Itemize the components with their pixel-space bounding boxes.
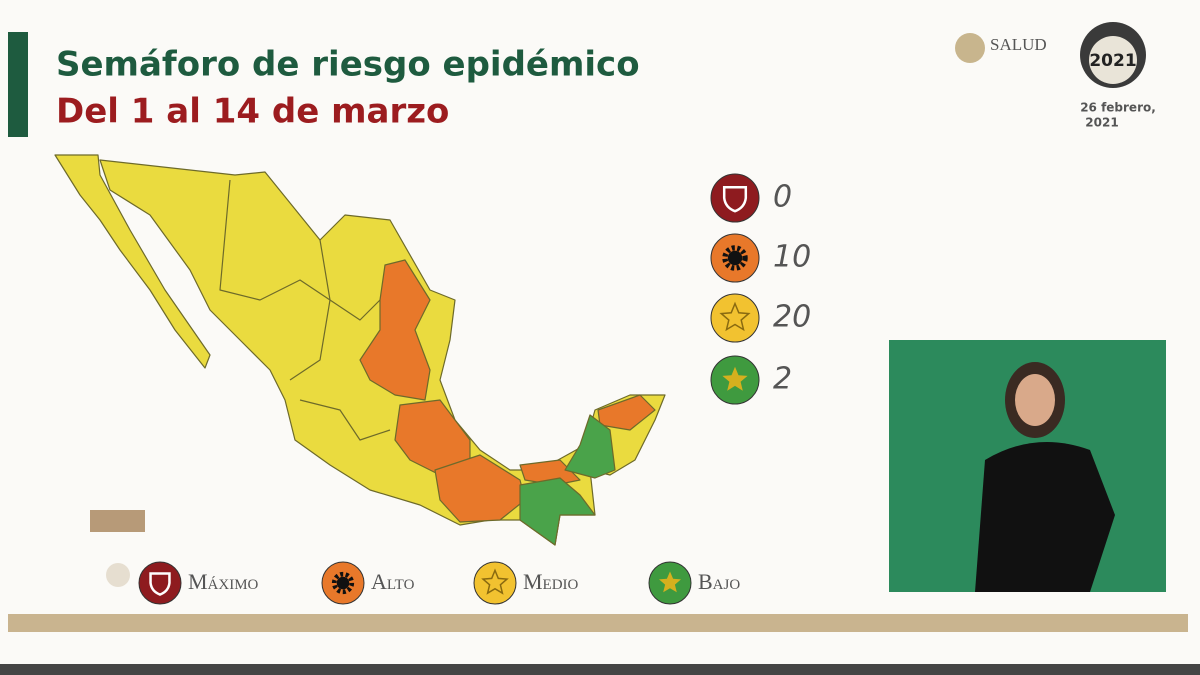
year-badge-text: 2021 bbox=[1089, 51, 1136, 71]
year-badge-inner bbox=[1089, 36, 1137, 84]
legend-label: Alto bbox=[371, 569, 415, 594]
footer-emblem bbox=[90, 510, 145, 532]
map bbox=[54, 154, 666, 546]
legend-label: Bajo bbox=[698, 569, 740, 594]
level-icon bbox=[710, 173, 760, 223]
date-line: 2021 bbox=[1085, 116, 1118, 130]
star-symbol bbox=[481, 568, 509, 595]
state-border bbox=[299, 399, 391, 441]
subtitle: Del 1 al 14 de marzo bbox=[56, 92, 449, 132]
sun-symbol bbox=[659, 571, 681, 593]
footer-seal bbox=[106, 563, 130, 587]
region-bajo bbox=[519, 477, 596, 546]
region-alto bbox=[434, 454, 526, 523]
legend-label: Máximo bbox=[188, 569, 259, 594]
shield-symbol bbox=[722, 185, 748, 213]
bottom-bar bbox=[0, 664, 1200, 675]
state-border bbox=[219, 179, 331, 381]
level-icon bbox=[138, 561, 182, 605]
shield-symbol bbox=[149, 572, 171, 596]
title-bar bbox=[8, 32, 28, 137]
gear-symbol bbox=[331, 571, 355, 595]
gear-symbol bbox=[336, 576, 350, 590]
gear-symbol bbox=[727, 250, 743, 266]
legend-label: Medio bbox=[523, 569, 579, 594]
level-count: 0 bbox=[773, 180, 792, 215]
baja-peninsula bbox=[54, 154, 211, 369]
gear-symbol bbox=[722, 245, 748, 271]
sun-symbol bbox=[722, 366, 748, 391]
date-line: 26 febrero, bbox=[1080, 101, 1156, 115]
level-count: 2 bbox=[773, 362, 792, 397]
title: Semáforo de riesgo epidémico bbox=[56, 45, 640, 85]
state-border bbox=[319, 239, 381, 321]
region-alto bbox=[519, 459, 581, 486]
level-count: 20 bbox=[773, 300, 811, 335]
region-alto bbox=[359, 259, 431, 401]
salud-logo: SALUD bbox=[990, 35, 1047, 54]
interpreter-face bbox=[1015, 374, 1055, 426]
star-symbol bbox=[719, 301, 751, 332]
interpreter-body bbox=[975, 442, 1115, 592]
region-bajo bbox=[564, 414, 616, 479]
level-count: 10 bbox=[773, 240, 811, 275]
salud-emblem bbox=[955, 33, 985, 63]
footer-stripe bbox=[8, 614, 1188, 632]
